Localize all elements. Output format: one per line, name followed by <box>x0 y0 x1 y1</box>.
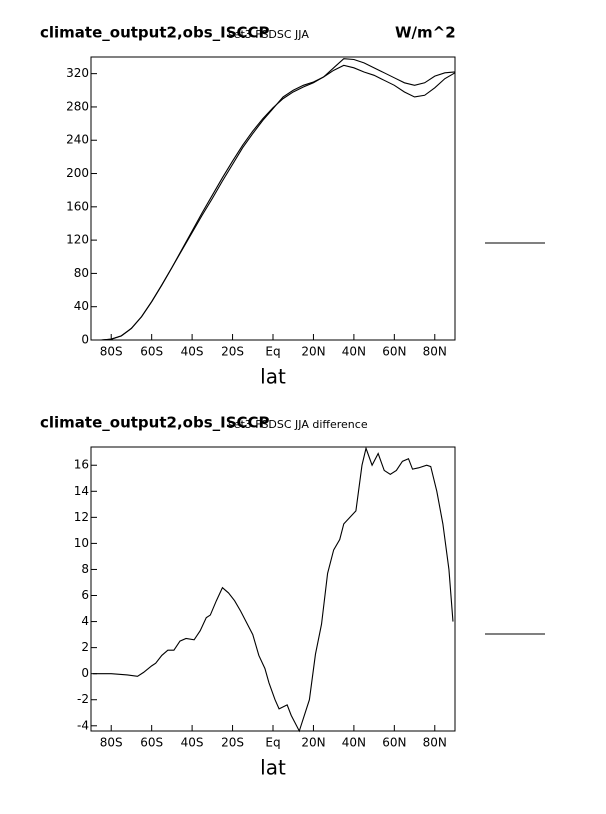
x-tick-label: Eq <box>265 736 280 750</box>
y-tick-label: -2 <box>77 692 89 706</box>
chart-title: climate_output2,obs_ISCCP <box>40 414 270 432</box>
y-tick-label: 160 <box>66 199 89 213</box>
y-tick-label: 0 <box>81 666 89 680</box>
y-tick-label: 2 <box>81 640 89 654</box>
y-tick-label: 6 <box>81 588 89 602</box>
x-tick-label: 60N <box>382 736 406 750</box>
plot-frame <box>90 446 456 732</box>
y-tick-label: 80 <box>74 266 89 280</box>
y-tick-label: 12 <box>74 510 89 524</box>
y-tick-label: 10 <box>74 536 89 550</box>
x-axis-label: lat <box>260 365 286 389</box>
x-tick-label: 20S <box>221 736 244 750</box>
y-tick-label: 8 <box>81 562 89 576</box>
y-tick-label: 280 <box>66 99 89 113</box>
x-tick-label: 20N <box>301 736 325 750</box>
y-tick-label: 40 <box>74 299 89 313</box>
y-tick-label: 200 <box>66 166 89 180</box>
units: W/m^2 <box>395 24 456 42</box>
x-tick-label: 60N <box>382 345 406 359</box>
x-tick-label: Eq <box>265 345 280 359</box>
x-tick-label: 40S <box>181 736 204 750</box>
x-tick-label: 80N <box>423 345 447 359</box>
chart-subtitle: set3 FSDSC JJA difference <box>228 418 368 431</box>
x-tick-label: 40N <box>342 736 366 750</box>
plot-frame <box>90 56 456 341</box>
x-tick-label: 40N <box>342 345 366 359</box>
data-line <box>91 64 456 341</box>
x-tick-label: 60S <box>140 736 163 750</box>
data-line <box>91 58 456 341</box>
data-line <box>93 446 454 733</box>
chart-subtitle: set3 FSDSC JJA <box>228 28 309 41</box>
y-tick-label: 320 <box>66 66 89 80</box>
x-axis-label: lat <box>260 756 286 780</box>
x-tick-label: 60S <box>140 345 163 359</box>
x-tick-label: 40S <box>181 345 204 359</box>
chart-title: climate_output2,obs_ISCCP <box>40 24 270 42</box>
y-tick-label: 16 <box>74 458 89 472</box>
y-tick-label: 0 <box>81 333 89 347</box>
y-tick-label: -4 <box>77 718 89 732</box>
y-tick-label: 14 <box>74 484 89 498</box>
x-tick-label: 80N <box>423 736 447 750</box>
y-tick-label: 4 <box>81 614 89 628</box>
x-tick-label: 80S <box>100 345 123 359</box>
y-tick-label: 120 <box>66 233 89 247</box>
y-tick-label: 240 <box>66 133 89 147</box>
x-tick-label: 80S <box>100 736 123 750</box>
x-tick-label: 20S <box>221 345 244 359</box>
x-tick-label: 20N <box>301 345 325 359</box>
